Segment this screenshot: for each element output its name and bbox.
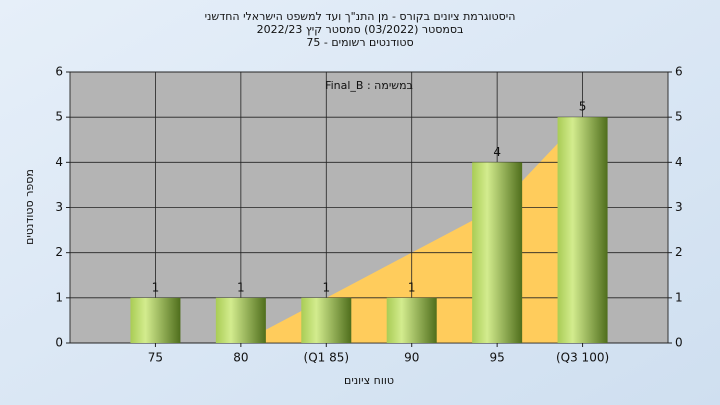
y2-tick-label: 2	[675, 245, 683, 259]
y-tick-label: 5	[55, 110, 63, 124]
data-label: 1	[322, 280, 330, 294]
y-tick-label: 0	[55, 336, 63, 350]
x-tick-label: 75	[148, 351, 163, 365]
bar	[130, 297, 181, 343]
bar	[557, 117, 608, 344]
y2-tick-label: 3	[675, 200, 683, 214]
y2-tick-label: 4	[675, 155, 683, 169]
data-label: 4	[493, 145, 501, 159]
x-tick-label: 90	[404, 351, 419, 365]
chart-subtitle: בסמסטר (03/2022) סמסטר קיץ 2022/23	[257, 23, 464, 36]
data-label: 1	[152, 280, 160, 294]
data-label: 1	[237, 280, 245, 294]
bar	[472, 162, 523, 343]
chart-title: היסטוגרמת ציונים בקורס - מן התנ"ך ועד למ…	[205, 10, 516, 23]
x-tick-label: (Q3 100)	[556, 351, 609, 365]
bar	[386, 297, 437, 343]
annotation: Final_B : במשימה	[325, 79, 413, 92]
y-tick-label: 4	[55, 155, 63, 169]
y2-tick-label: 1	[675, 290, 683, 304]
y-tick-label: 1	[55, 290, 63, 304]
y-tick-label: 2	[55, 245, 63, 259]
x-tick-label: 95	[490, 351, 505, 365]
y2-tick-label: 0	[675, 336, 683, 350]
x-tick-label: 80	[233, 351, 248, 365]
y-tick-label: 6	[55, 65, 63, 79]
y2-tick-label: 6	[675, 65, 683, 79]
x-tick-label: (Q1 85)	[304, 351, 350, 365]
x-axis-label: טווח ציונים	[344, 374, 394, 387]
data-label: 5	[579, 100, 587, 114]
y-tick-label: 3	[55, 200, 63, 214]
y-axis-label: מספר סטודנטים	[23, 169, 36, 245]
data-label: 1	[408, 280, 416, 294]
bar	[215, 297, 266, 343]
chart-subtitle: סטודנטים רשומים - 75	[306, 36, 413, 49]
bar	[301, 297, 352, 343]
y2-tick-label: 5	[675, 110, 683, 124]
